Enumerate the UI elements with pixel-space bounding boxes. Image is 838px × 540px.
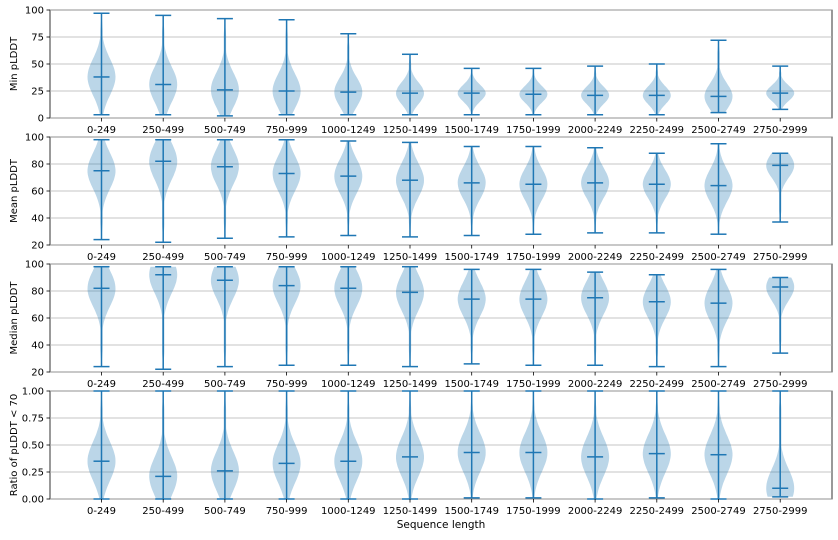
x-tick-label: 250-499 [142, 125, 184, 136]
x-tick-label: 1500-1749 [444, 125, 499, 136]
y-tick-label: 0.50 [22, 441, 44, 452]
x-tick-label: 750-999 [266, 506, 308, 517]
x-tick-label: 1250-1499 [383, 252, 438, 263]
x-tick-label: 1000-1249 [321, 252, 376, 263]
y-tick-label: 0.00 [22, 495, 44, 506]
x-tick-label: 2250-2499 [630, 379, 685, 390]
y-tick-label: 20 [31, 241, 44, 252]
y-axis-label: Median pLDDT [9, 281, 20, 355]
y-tick-label: 60 [31, 187, 44, 198]
x-tick-label: 250-499 [142, 506, 184, 517]
x-tick-label: 1750-1999 [506, 252, 561, 263]
x-tick-label: 2500-2749 [691, 506, 746, 517]
x-tick-label: 1250-1499 [383, 379, 438, 390]
y-tick-label: 100 [25, 133, 44, 144]
x-tick-label: 2000-2249 [568, 252, 623, 263]
x-tick-label: 250-499 [142, 379, 184, 390]
x-tick-label: 2750-2999 [753, 506, 808, 517]
x-tick-label: 1250-1499 [383, 506, 438, 517]
x-tick-label: 2750-2999 [753, 379, 808, 390]
y-tick-label: 0.25 [22, 468, 44, 479]
x-tick-label: 2250-2499 [630, 252, 685, 263]
y-tick-label: 0.75 [22, 414, 44, 425]
x-tick-label: 1750-1999 [506, 125, 561, 136]
panel-3: 20 40 60 80 100 Median pLDDT 0-249 250-499 500-7… [9, 260, 833, 390]
x-tick-label: 0-249 [87, 379, 116, 390]
y-tick-label: 50 [31, 60, 44, 71]
x-axis-label: Sequence length [397, 519, 486, 531]
x-tick-label: 750-999 [266, 379, 308, 390]
x-tick-label: 2250-2499 [630, 125, 685, 136]
chart-panels: 0 25 50 75 100 Min pLDDT 0-249 250-499 500-749 75… [9, 6, 833, 517]
y-axis-label: Mean pLDDT [9, 158, 20, 223]
x-tick-label: 1500-1749 [444, 506, 499, 517]
x-tick-label: 2000-2249 [568, 379, 623, 390]
x-tick-label: 0-249 [87, 506, 116, 517]
x-tick-label: 500-749 [204, 125, 246, 136]
y-tick-label: 100 [25, 6, 44, 17]
y-tick-label: 40 [31, 214, 44, 225]
x-tick-label: 500-749 [204, 252, 246, 263]
x-tick-label: 2500-2749 [691, 252, 746, 263]
x-tick-label: 250-499 [142, 252, 184, 263]
x-tick-label: 2500-2749 [691, 125, 746, 136]
y-tick-label: 20 [31, 368, 44, 379]
y-axis-label: Ratio of pLDDT < 70 [9, 394, 20, 497]
x-tick-label: 500-749 [204, 379, 246, 390]
y-tick-label: 1.00 [22, 387, 44, 398]
x-tick-label: 1500-1749 [444, 252, 499, 263]
x-tick-label: 750-999 [266, 125, 308, 136]
x-tick-label: 2000-2249 [568, 506, 623, 517]
x-tick-label: 1750-1999 [506, 506, 561, 517]
x-tick-label: 1250-1499 [383, 125, 438, 136]
y-tick-label: 25 [31, 87, 44, 98]
x-tick-label: 1750-1999 [506, 379, 561, 390]
y-tick-label: 80 [31, 287, 44, 298]
y-tick-label: 80 [31, 160, 44, 171]
y-tick-label: 60 [31, 314, 44, 325]
y-tick-label: 100 [25, 260, 44, 271]
y-tick-label: 75 [31, 33, 44, 44]
x-tick-label: 1000-1249 [321, 379, 376, 390]
y-tick-label: 40 [31, 341, 44, 352]
panel-2: 20 40 60 80 100 Mean pLDDT 0-249 250-499 500-749… [9, 133, 833, 263]
x-tick-label: 750-999 [266, 252, 308, 263]
x-tick-label: 2250-2499 [630, 506, 685, 517]
x-tick-label: 0-249 [87, 125, 116, 136]
x-tick-label: 2750-2999 [753, 125, 808, 136]
x-tick-label: 1500-1749 [444, 379, 499, 390]
x-tick-label: 2500-2749 [691, 379, 746, 390]
x-tick-label: 2750-2999 [753, 252, 808, 263]
x-tick-label: 0-249 [87, 252, 116, 263]
y-axis-label: Min pLDDT [9, 36, 20, 91]
x-tick-label: 1000-1249 [321, 125, 376, 136]
panel-1: 0 25 50 75 100 Min pLDDT 0-249 250-499 500-749 75… [9, 6, 833, 136]
x-tick-label: 500-749 [204, 506, 246, 517]
y-tick-label: 0 [38, 114, 44, 125]
x-tick-label: 2000-2249 [568, 125, 623, 136]
x-tick-label: 1000-1249 [321, 506, 376, 517]
